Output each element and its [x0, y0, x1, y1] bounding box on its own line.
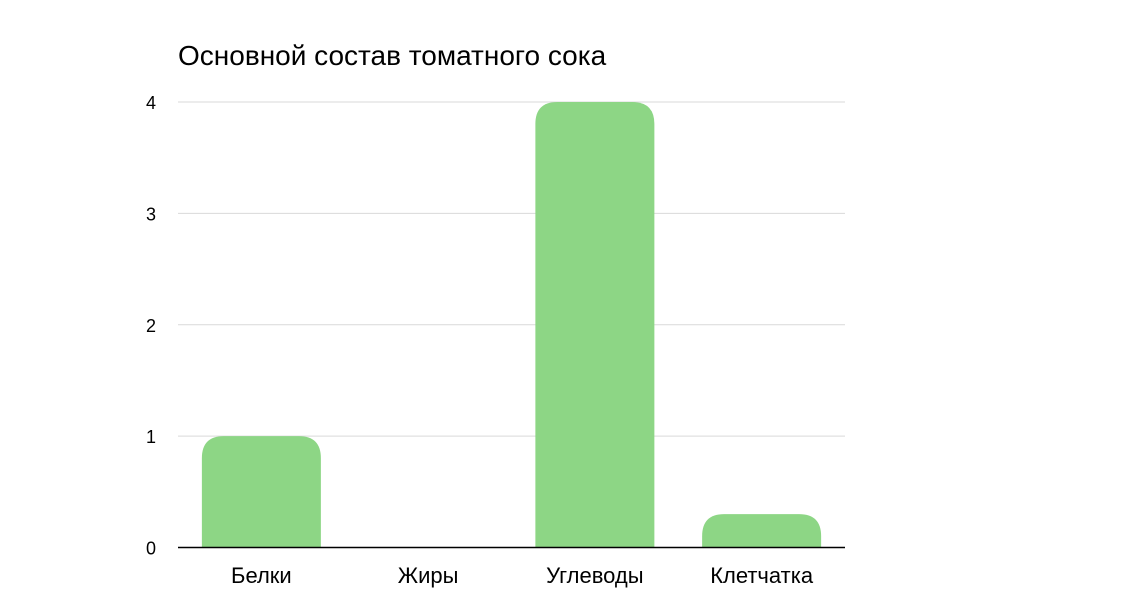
y-tick-label: 4	[146, 93, 156, 113]
y-tick-label: 0	[146, 539, 156, 559]
x-tick-label: Клетчатка	[710, 563, 814, 588]
bar	[201, 436, 321, 548]
x-tick-label: Белки	[231, 563, 292, 588]
chart-title: Основной состав томатного сока	[178, 40, 607, 71]
x-tick-label: Углеводы	[546, 563, 643, 588]
y-tick-label: 3	[146, 204, 156, 224]
bar	[702, 514, 822, 548]
y-tick-label: 2	[146, 316, 156, 336]
x-tick-label: Жиры	[398, 563, 459, 588]
bar	[535, 102, 655, 548]
y-tick-label: 1	[146, 427, 156, 447]
